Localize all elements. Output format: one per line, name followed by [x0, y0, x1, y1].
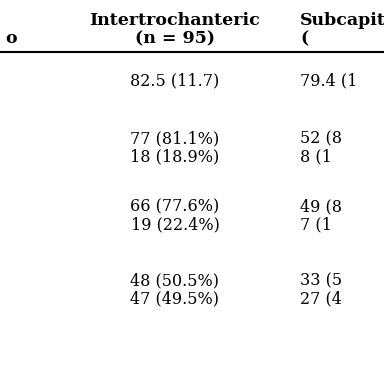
Text: o: o — [5, 30, 17, 47]
Text: 7 (1: 7 (1 — [300, 216, 332, 233]
Text: (n = 95): (n = 95) — [135, 30, 215, 47]
Text: 77 (81.1%): 77 (81.1%) — [131, 130, 220, 147]
Text: 19 (22.4%): 19 (22.4%) — [131, 216, 219, 233]
Text: 8 (1: 8 (1 — [300, 148, 332, 165]
Text: 49 (8: 49 (8 — [300, 198, 342, 215]
Text: 66 (77.6%): 66 (77.6%) — [131, 198, 220, 215]
Text: (: ( — [300, 30, 308, 47]
Text: 33 (5: 33 (5 — [300, 272, 342, 289]
Text: 27 (4: 27 (4 — [300, 290, 342, 307]
Text: Intertrochanteric: Intertrochanteric — [89, 12, 260, 29]
Text: Subcapita: Subcapita — [300, 12, 384, 29]
Text: 48 (50.5%): 48 (50.5%) — [131, 272, 220, 289]
Text: 47 (49.5%): 47 (49.5%) — [131, 290, 220, 307]
Text: 18 (18.9%): 18 (18.9%) — [131, 148, 220, 165]
Text: 82.5 (11.7): 82.5 (11.7) — [131, 72, 220, 89]
Text: 52 (8: 52 (8 — [300, 130, 342, 147]
Text: 79.4 (1: 79.4 (1 — [300, 72, 358, 89]
